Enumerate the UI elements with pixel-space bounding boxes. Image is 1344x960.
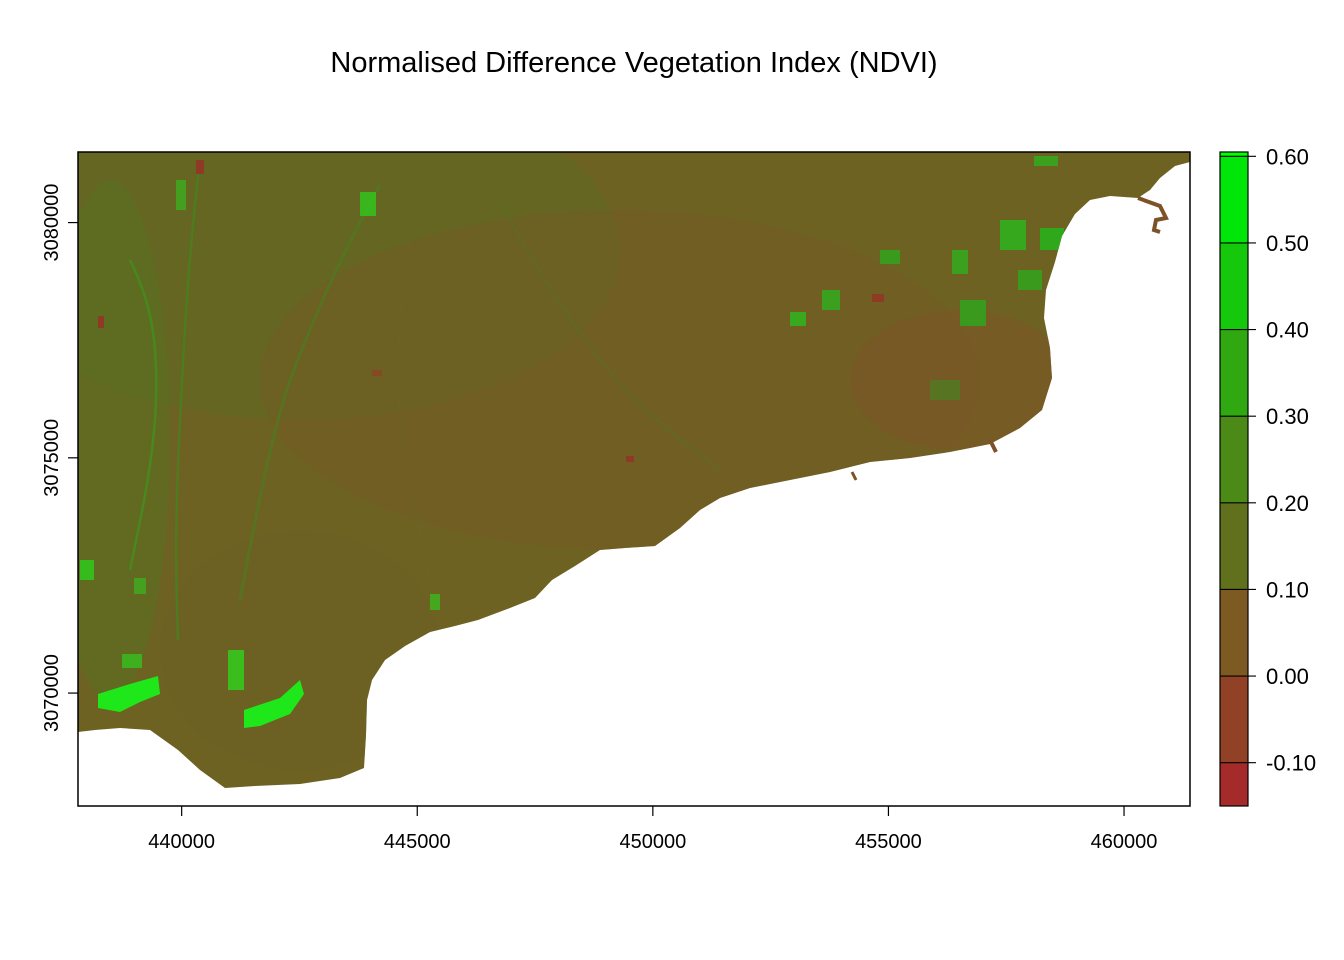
agricultural-field <box>880 250 900 264</box>
drainage-line <box>397 199 431 581</box>
x-tick-label: 440000 <box>148 831 215 853</box>
bare-soil-spot <box>372 370 382 376</box>
bare-soil-spot <box>196 160 204 174</box>
bare-soil-spot <box>98 316 104 328</box>
agricultural-field <box>1018 270 1042 290</box>
vegetation-patch <box>122 654 142 668</box>
legend-color-bin <box>1220 152 1248 157</box>
agricultural-field <box>1034 156 1058 166</box>
agricultural-field <box>822 290 840 310</box>
legend-tick-label: 0.40 <box>1266 318 1309 343</box>
legend-color-bin <box>1220 762 1248 806</box>
agricultural-field <box>1000 220 1026 250</box>
bare-soil-spot <box>626 456 634 462</box>
bare-soil-spot <box>872 294 884 302</box>
color-legend: 0.60 0.50 0.40 0.30 0.20 0.10 0.00 -0.10 <box>1219 144 1316 807</box>
legend-color-bin <box>1220 242 1248 330</box>
central-brown-zone <box>260 210 980 550</box>
vegetation-patch <box>134 578 146 594</box>
vegetation-patch <box>430 594 440 610</box>
x-tick-label: 460000 <box>1091 831 1158 853</box>
y-tick-label: 3075000 <box>41 419 63 497</box>
legend-color-bin <box>1220 416 1248 503</box>
y-tick-label: 3070000 <box>41 654 63 732</box>
vegetation-patch <box>228 650 244 690</box>
x-tick-label: 450000 <box>619 831 686 853</box>
harbour-pier <box>988 439 998 453</box>
legend-tick-label: -0.10 <box>1266 751 1316 776</box>
y-axis: 3070000 3075000 3080000 <box>41 184 78 732</box>
legend-tick-label: 0.00 <box>1266 664 1309 689</box>
legend-tick-label: 0.60 <box>1266 144 1309 169</box>
vegetation-patch <box>98 676 160 712</box>
x-axis: 440000 445000 450000 455000 460000 <box>148 806 1157 853</box>
agricultural-field <box>790 312 806 326</box>
drainage-line <box>175 159 202 641</box>
x-tick-label: 445000 <box>384 831 451 853</box>
drainage-line <box>238 184 382 601</box>
agricultural-field <box>952 250 968 274</box>
x-tick-label: 455000 <box>855 831 922 853</box>
legend-color-bin <box>1220 502 1248 590</box>
chart-title: Normalised Difference Vegetation Index (… <box>330 47 937 79</box>
vegetation-patch <box>176 180 186 210</box>
y-tick-label: 3080000 <box>41 184 63 262</box>
agricultural-field <box>1040 228 1064 250</box>
agricultural-field <box>930 380 960 400</box>
agricultural-field <box>960 300 986 326</box>
vegetation-patch <box>360 192 376 216</box>
legend-tick-label: 0.50 <box>1266 231 1309 256</box>
legend-tick-label: 0.20 <box>1266 491 1309 516</box>
harbour-pier <box>1137 196 1169 234</box>
legend-tick-label: 0.30 <box>1266 404 1309 429</box>
legend-color-bin <box>1220 156 1248 243</box>
ndvi-raster <box>78 152 1190 788</box>
drainage-line <box>128 259 158 571</box>
vegetation-patch <box>244 680 304 728</box>
legend-color-bin <box>1220 589 1248 677</box>
vegetation-patch <box>80 560 94 580</box>
plot-frame <box>77 151 1191 807</box>
legend-color-bin <box>1220 676 1248 763</box>
legend-frame <box>1219 151 1249 807</box>
harbour-pier <box>850 471 858 481</box>
drainage-line <box>498 199 721 472</box>
legend-tick-label: 0.10 <box>1266 577 1309 602</box>
legend-color-bin <box>1220 329 1248 417</box>
